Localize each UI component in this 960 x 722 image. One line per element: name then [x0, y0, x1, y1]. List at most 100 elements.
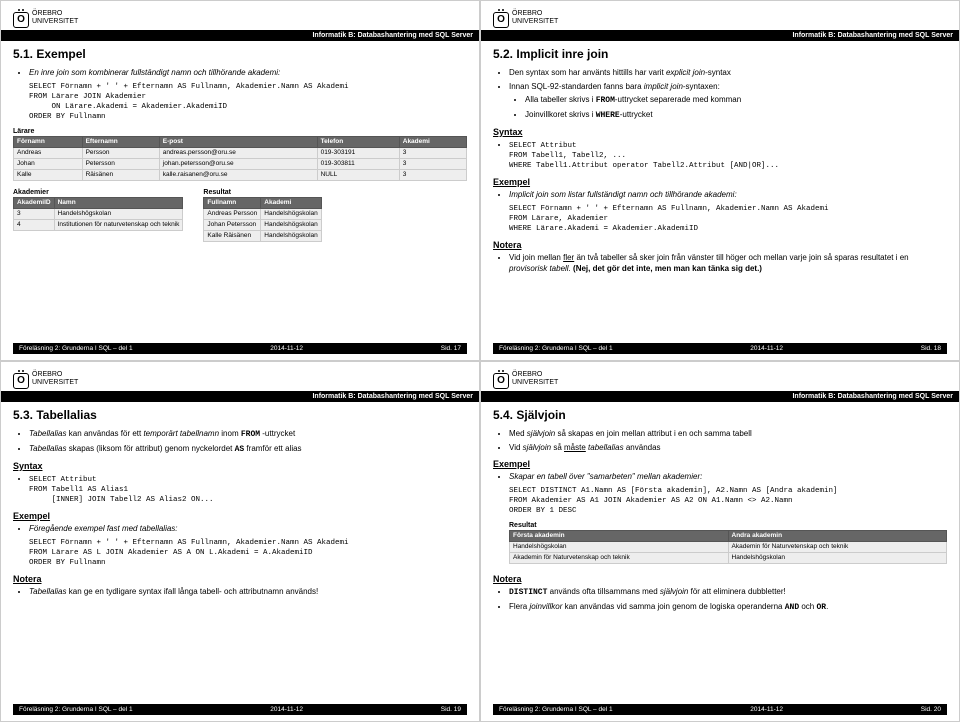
section-label: Exempel	[493, 177, 947, 187]
section-label: Notera	[493, 240, 947, 250]
code-block: SELECT Förnamn + ' ' + Efternamn AS Full…	[29, 82, 467, 122]
table-row: 3Handelshögskolan	[14, 208, 183, 219]
slide-title: 5.3. Tabellalias	[13, 408, 467, 422]
table-row: Akademin för Naturvetenskap och teknikHa…	[510, 552, 947, 563]
col-header: AkademiID	[14, 197, 55, 208]
slide-19: O ÖREBROUNIVERSITET Informatik B: Databa…	[0, 361, 480, 722]
table-row: 4Institutionen för naturvetenskap och te…	[14, 219, 183, 230]
footer-lecture: Föreläsning 2: Grunderna I SQL – del 1	[499, 706, 613, 713]
data-table: AkademiIDNamn3Handelshögskolan4Instituti…	[13, 197, 183, 231]
uni-logo: O ÖREBROUNIVERSITET	[493, 370, 558, 389]
footer-date: 2014-11-12	[270, 345, 303, 352]
header: O ÖREBROUNIVERSITET	[13, 9, 467, 28]
header: O ÖREBROUNIVERSITET	[493, 370, 947, 389]
col-header: Akademi	[261, 197, 321, 208]
footer-date: 2014-11-12	[750, 706, 783, 713]
course-bar: Informatik B: Databashantering med SQL S…	[1, 391, 479, 402]
uni-logo: O ÖREBROUNIVERSITET	[493, 9, 558, 28]
code-item: SELECT Attribut FROM Tabell1 AS Alias1 […	[29, 473, 467, 505]
sub-bullet: Alla tabeller skrivs i FROM-uttrycket se…	[525, 94, 947, 106]
footer: Föreläsning 2: Grunderna I SQL – del 1 2…	[13, 704, 467, 715]
col-header: Förnamn	[14, 136, 83, 147]
col-header: Telefon	[317, 136, 399, 147]
bullet: Tabellalias kan användas för ett temporä…	[29, 428, 467, 440]
bullet: Skapar en tabell över "samarbeten" mella…	[509, 471, 947, 482]
table-row: KalleRäisänenkalle.raisanen@oru.seNULL3	[14, 169, 467, 180]
bullet: Den syntax som har använts hittills har …	[509, 67, 947, 78]
footer-date: 2014-11-12	[750, 345, 783, 352]
table-larare: Lärare FörnamnEfternamnE-postTelefonAkad…	[13, 128, 467, 185]
table-akademier: Akademier AkademiIDNamn3Handelshögskolan…	[13, 189, 183, 246]
uni-name: ÖREBROUNIVERSITET	[512, 371, 558, 387]
uni-name: ÖREBROUNIVERSITET	[512, 10, 558, 26]
footer-lecture: Föreläsning 2: Grunderna I SQL – del 1	[19, 345, 133, 352]
footer-page: Sid. 17	[441, 345, 461, 352]
table-row: Kalle RäisänenHandelshögskolan	[204, 230, 321, 241]
col-header: Namn	[54, 197, 183, 208]
footer-page: Sid. 18	[921, 345, 941, 352]
bullet: Föregående exempel fast med tabellalias:	[29, 523, 467, 534]
footer-lecture: Föreläsning 2: Grunderna I SQL – del 1	[499, 345, 613, 352]
course-bar: Informatik B: Databashantering med SQL S…	[481, 391, 959, 402]
code-block: SELECT Förnamn + ' ' + Efternamn AS Full…	[509, 204, 947, 234]
data-table: Första akademinAndra akademinHandelshögs…	[509, 530, 947, 564]
col-header: Akademi	[399, 136, 466, 147]
bullet: Vid join mellan fler än två tabeller så …	[509, 252, 947, 274]
page-grid: O ÖREBROUNIVERSITET Informatik B: Databa…	[0, 0, 960, 722]
bullet: Tabellalias skapas (liksom för attribut)…	[29, 443, 467, 455]
section-label: Syntax	[493, 127, 947, 137]
section-label: Exempel	[493, 459, 947, 469]
table-row: AndreasPerssonandreas.persson@oru.se019-…	[14, 147, 467, 158]
footer-date: 2014-11-12	[270, 706, 303, 713]
table-resultat: Resultat Första akademinAndra akademinHa…	[509, 522, 947, 568]
bullet: Vid självjoin så måste tabellalias använ…	[509, 442, 947, 453]
footer: Föreläsning 2: Grunderna I SQL – del 1 2…	[493, 343, 947, 354]
footer: Föreläsning 2: Grunderna I SQL – del 1 2…	[13, 343, 467, 354]
bullet: Tabellalias kan ge en tydligare syntax i…	[29, 586, 467, 597]
slide-20: O ÖREBROUNIVERSITET Informatik B: Databa…	[480, 361, 960, 722]
footer-lecture: Föreläsning 2: Grunderna I SQL – del 1	[19, 706, 133, 713]
slide-title: 5.1. Exempel	[13, 47, 467, 61]
table-row: JohanPeterssonjohan.petersson@oru.se019-…	[14, 158, 467, 169]
footer-page: Sid. 20	[921, 706, 941, 713]
section-label: Syntax	[13, 461, 467, 471]
sub-bullet: Joinvillkoret skrivs i WHERE-uttrycket	[525, 109, 947, 121]
col-header: Första akademin	[510, 530, 729, 541]
slide-title: 5.2. Implicit inre join	[493, 47, 947, 61]
section-label: Exempel	[13, 511, 467, 521]
bullet-list: Med självjoin så skapas en join mellan a…	[493, 428, 947, 453]
data-table: FörnamnEfternamnE-postTelefonAkademiAndr…	[13, 136, 467, 181]
code-block: SELECT DISTINCT A1.Namn AS [Första akade…	[509, 486, 947, 516]
col-header: Efternamn	[82, 136, 159, 147]
tables-row: Akademier AkademiIDNamn3Handelshögskolan…	[13, 189, 467, 246]
footer-page: Sid. 19	[441, 706, 461, 713]
footer: Föreläsning 2: Grunderna I SQL – del 1 2…	[493, 704, 947, 715]
col-header: E-post	[159, 136, 317, 147]
col-header: Fullnamn	[204, 197, 261, 208]
code-block: SELECT Förnamn + ' ' + Efternamn AS Full…	[29, 538, 467, 568]
table-row: Johan PeterssonHandelshögskolan	[204, 219, 321, 230]
bullet-list: En inre join som kombinerar fullständigt…	[13, 67, 467, 78]
bullet: Flera joinvillkor kan användas vid samma…	[509, 601, 947, 613]
header: O ÖREBROUNIVERSITET	[13, 370, 467, 389]
uni-logo: O ÖREBROUNIVERSITET	[13, 9, 78, 28]
bullet-list: Den syntax som har använts hittills har …	[493, 67, 947, 121]
table-resultat: Resultat FullnamnAkademiAndreas PerssonH…	[203, 189, 321, 246]
bullet: En inre join som kombinerar fullständigt…	[29, 67, 467, 78]
bullet: Implicit join som listar fullständigt na…	[509, 189, 947, 200]
logo-mark: O	[13, 9, 29, 28]
slide-18: O ÖREBROUNIVERSITET Informatik B: Databa…	[480, 0, 960, 361]
bullet: DISTINCT används ofta tillsammans med sj…	[509, 586, 947, 598]
uni-name: ÖREBROUNIVERSITET	[32, 371, 78, 387]
bullet: Innan SQL-92-standarden fanns bara impli…	[509, 81, 947, 121]
slide-title: 5.4. Självjoin	[493, 408, 947, 422]
bullet: Med självjoin så skapas en join mellan a…	[509, 428, 947, 439]
course-bar: Informatik B: Databashantering med SQL S…	[481, 30, 959, 41]
bullet-list: Tabellalias kan användas för ett temporä…	[13, 428, 467, 455]
data-table: FullnamnAkademiAndreas PerssonHandelshög…	[203, 197, 321, 242]
section-label: Notera	[493, 574, 947, 584]
uni-name: ÖREBROUNIVERSITET	[32, 10, 78, 26]
logo-mark: O	[493, 9, 509, 28]
section-label: Notera	[13, 574, 467, 584]
slide-17: O ÖREBROUNIVERSITET Informatik B: Databa…	[0, 0, 480, 361]
